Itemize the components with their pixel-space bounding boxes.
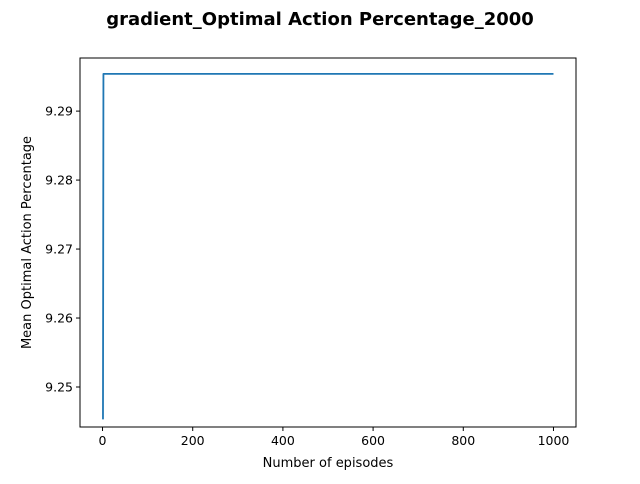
y-axis-label: Mean Optimal Action Percentage <box>20 136 35 349</box>
axes-frame <box>79 57 577 428</box>
y-tick-label: 9.27 <box>45 242 73 257</box>
x-tick-label: 600 <box>361 433 385 448</box>
series-line <box>102 72 554 420</box>
x-tick-label: 800 <box>451 433 475 448</box>
y-tick-label: 9.29 <box>45 104 73 119</box>
x-tick-label: 400 <box>271 433 295 448</box>
y-tick-label: 9.28 <box>45 173 73 188</box>
x-tick-label: 200 <box>181 433 205 448</box>
chart-title: gradient_Optimal Action Percentage_2000 <box>106 9 534 30</box>
x-tick-label: 0 <box>99 433 107 448</box>
series-layer <box>102 72 554 420</box>
x-axis-ticks: 0 200 400 600 800 1000 <box>99 427 570 448</box>
y-tick-label: 9.25 <box>45 379 73 394</box>
y-tick-label: 9.26 <box>45 311 73 326</box>
x-tick-label: 1000 <box>538 433 570 448</box>
y-axis-ticks: 9.25 9.26 9.27 9.28 9.29 <box>45 104 80 394</box>
x-axis-label: Number of episodes <box>263 456 394 471</box>
